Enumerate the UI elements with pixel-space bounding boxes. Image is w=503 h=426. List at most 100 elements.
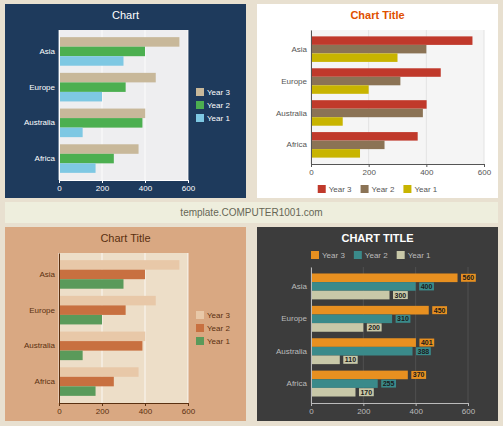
x-tick-label: 200 [357, 407, 371, 416]
x-tick-mark [188, 403, 189, 406]
data-label-box [411, 371, 426, 379]
bar [59, 56, 124, 66]
y-tick: Asia [39, 47, 59, 56]
y-tick-label: Asia [291, 282, 307, 291]
y-tick-label: Europe [29, 306, 55, 315]
y-tick-label: Australia [276, 347, 308, 356]
bar [59, 92, 102, 102]
data-label-box [416, 347, 431, 355]
x-tick-label: 400 [139, 407, 153, 416]
bar [59, 37, 179, 47]
x-tick-mark [484, 164, 485, 167]
legend-label: Year 2 [365, 251, 388, 260]
y-tick: Asia [291, 282, 311, 291]
x-tick-mark [145, 403, 146, 406]
grid-line [311, 267, 312, 403]
bar [311, 282, 416, 291]
y-axis: AfricaAustraliaEuropeAsia [276, 31, 312, 165]
bar [59, 118, 142, 128]
legend-label: Year 3 [207, 311, 230, 320]
x-tick-label: 0 [309, 168, 314, 177]
data-label-group: 388 [416, 347, 431, 355]
bar [311, 314, 392, 323]
chart-title: Chart Title [100, 232, 150, 244]
data-label-group: 450 [432, 306, 447, 314]
data-label-box [461, 274, 476, 282]
legend-swatch [196, 337, 204, 345]
legend-item: Year 2 [196, 101, 230, 110]
y-tick-label: Australia [276, 109, 308, 118]
x-tick-label: 200 [362, 168, 376, 177]
x-axis: 0200400600 [309, 164, 491, 177]
data-label: 450 [434, 307, 446, 314]
plot: 0200400600AfricaAustraliaEuropeAsia [276, 30, 492, 177]
bar [59, 73, 156, 83]
data-label-box [432, 306, 447, 314]
x-tick-label: 600 [478, 168, 492, 177]
data-label: 560 [463, 274, 475, 281]
y-axis-line [59, 254, 60, 404]
legend-item: Year 1 [196, 114, 230, 123]
bar [311, 306, 429, 315]
data-labels: 370401450560255388310400170110200300 [343, 274, 476, 396]
y-tick-label: Africa [35, 377, 56, 386]
legend-swatch [196, 101, 204, 109]
y-tick: Europe [29, 306, 59, 315]
data-label-group: 560 [461, 274, 476, 282]
legend-swatch [318, 185, 326, 193]
bar [311, 379, 378, 388]
x-tick: 600 [182, 403, 196, 416]
grid-line [59, 30, 60, 180]
chart-title: Chart [112, 9, 139, 21]
y-tick: Europe [29, 83, 59, 92]
x-tick-label: 200 [96, 184, 110, 193]
bar [59, 128, 83, 138]
data-label-box [419, 339, 434, 347]
watermark-strip: template.COMPUTER1001.com [5, 202, 498, 223]
bar [311, 132, 418, 141]
x-tick-mark [416, 403, 417, 406]
bar [311, 117, 343, 126]
plot-bg [311, 267, 468, 403]
panel: CHART TITLE0200400600AfricaAustraliaEuro… [257, 227, 498, 421]
watermark-bg [5, 202, 498, 223]
bar [59, 341, 142, 351]
grid-line [484, 30, 485, 164]
bar [311, 371, 408, 380]
data-label-group: 401 [419, 339, 434, 347]
legend-label: Year 3 [207, 88, 230, 97]
legend: Year 3 Year 2 Year 1 [196, 88, 230, 123]
legend-item: Year 3 [311, 251, 345, 260]
bar [311, 149, 360, 158]
grid-line [188, 253, 189, 403]
legend-item: Year 3 [196, 311, 230, 320]
plot-bg [59, 253, 188, 403]
x-tick-mark [145, 180, 146, 183]
legend-swatch [361, 185, 369, 193]
y-tick: Australia [24, 341, 59, 350]
grid [59, 30, 188, 180]
y-tick: Asia [291, 45, 311, 54]
data-label: 300 [395, 292, 407, 299]
data-label-box [419, 282, 434, 290]
data-label: 110 [345, 356, 356, 363]
bar [311, 85, 369, 94]
plot-bg [59, 30, 188, 180]
y-tick: Africa [287, 140, 311, 149]
data-label-group: 200 [367, 323, 382, 331]
bar [311, 45, 426, 54]
bar [59, 144, 139, 154]
bars [311, 36, 472, 157]
y-tick-label: Africa [287, 140, 308, 149]
data-label-group: 310 [396, 315, 411, 323]
y-axis-line [59, 31, 60, 181]
x-tick: 600 [478, 164, 492, 177]
bars [311, 273, 458, 396]
legend-label: Year 1 [414, 185, 437, 194]
x-tick: 0 [309, 403, 314, 416]
grid-line [468, 267, 469, 403]
bar [59, 351, 83, 361]
data-label: 255 [383, 380, 395, 387]
y-tick-label: Australia [24, 341, 56, 350]
plot: 0200400600AfricaAustraliaEuropeAsia37040… [276, 267, 476, 416]
